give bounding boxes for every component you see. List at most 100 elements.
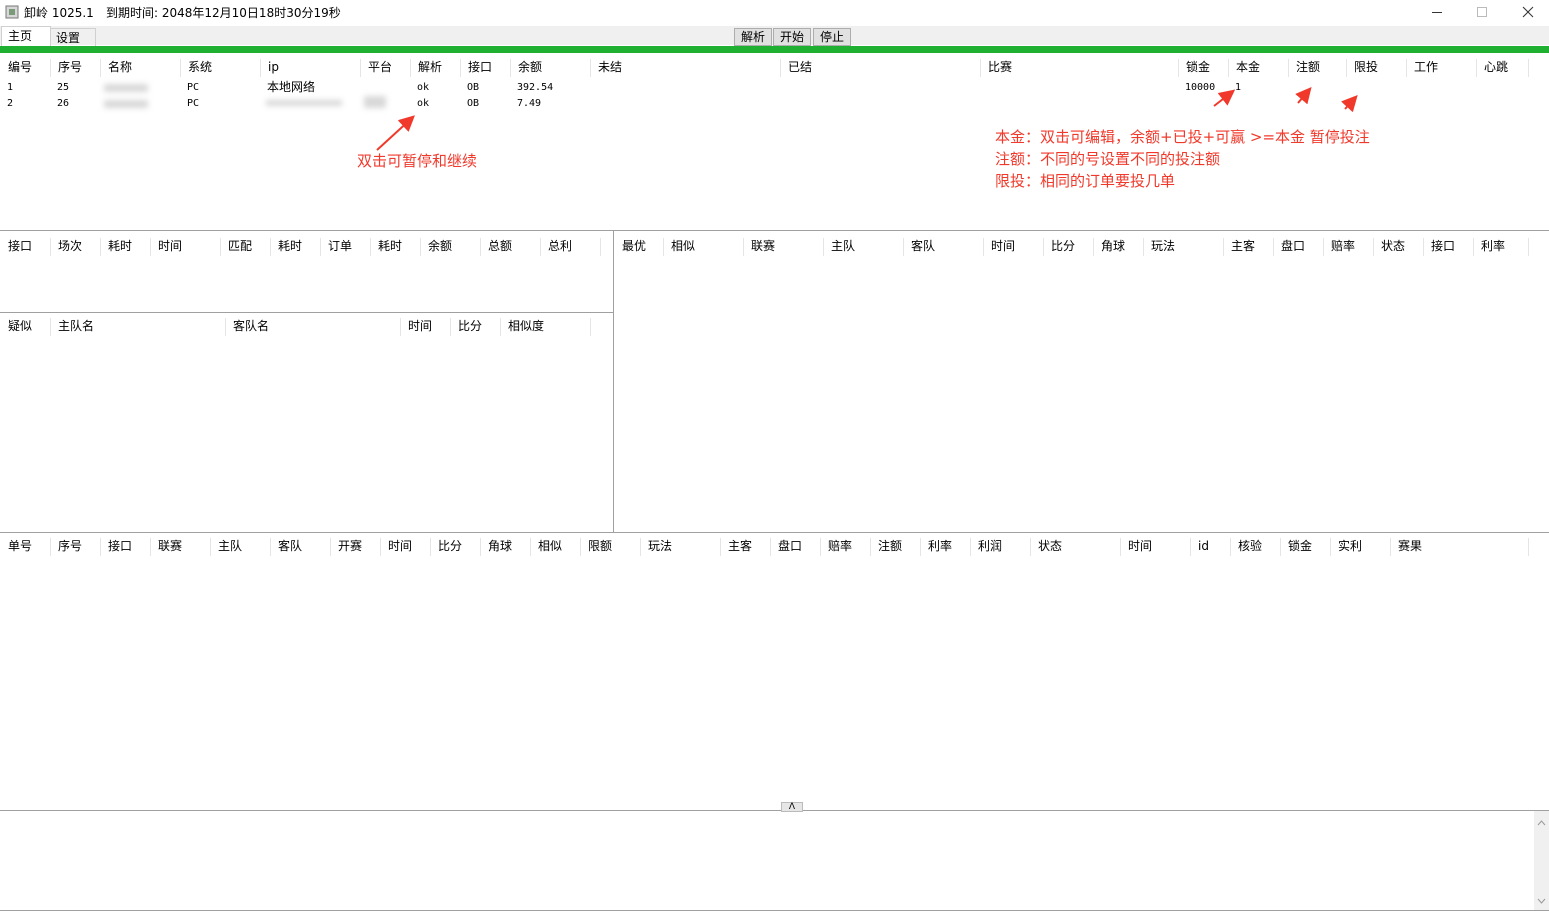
table-cell: 本地网络 — [267, 80, 316, 94]
annotation-arrows — [376, 86, 1358, 151]
column-header: 玩法 — [648, 539, 673, 553]
start-button[interactable]: 开始 — [773, 28, 811, 46]
column-separator — [1528, 59, 1529, 77]
column-separator — [1143, 238, 1144, 256]
column-separator — [210, 538, 211, 556]
column-header: 接口 — [8, 239, 33, 253]
column-separator — [720, 538, 721, 556]
column-header: ip — [268, 60, 279, 74]
column-separator — [590, 59, 591, 77]
column-separator — [400, 318, 401, 336]
column-separator — [920, 538, 921, 556]
column-separator — [1190, 538, 1191, 556]
column-separator — [50, 238, 51, 256]
splitter-handle[interactable]: Λ — [781, 802, 803, 812]
column-header: 接口 — [108, 539, 133, 553]
column-header: 本金 — [1236, 60, 1261, 74]
column-separator — [1423, 238, 1424, 256]
column-separator — [320, 238, 321, 256]
column-separator — [1323, 238, 1324, 256]
column-header: 状态 — [1381, 239, 1406, 253]
column-header: 接口 — [468, 60, 493, 74]
column-separator — [1178, 59, 1179, 77]
column-header: 赔率 — [828, 539, 853, 553]
column-separator — [580, 538, 581, 556]
app-name: 卸岭 1025.1 — [24, 6, 94, 20]
scrollbar[interactable] — [1534, 811, 1549, 910]
parse-button[interactable]: 解析 — [734, 28, 772, 46]
table-cell: 25 — [57, 82, 70, 93]
column-header: 注额 — [878, 539, 903, 553]
column-separator — [743, 238, 744, 256]
column-header: 最优 — [622, 239, 647, 253]
window-controls[interactable] — [1420, 0, 1549, 25]
column-separator — [530, 538, 531, 556]
table-cell: OB — [467, 98, 480, 109]
column-separator — [1528, 538, 1529, 556]
column-separator — [420, 238, 421, 256]
column-separator — [1330, 538, 1331, 556]
panel-border — [0, 312, 613, 313]
column-separator — [220, 238, 221, 256]
column-separator — [1346, 59, 1347, 77]
table-cell: OB — [467, 82, 480, 93]
column-separator — [100, 59, 101, 77]
table-cell: 1 — [7, 82, 14, 93]
column-separator — [770, 538, 771, 556]
redacted — [104, 84, 148, 92]
column-separator — [410, 59, 411, 77]
table-cell: 7.49 — [517, 98, 542, 109]
stop-button[interactable]: 停止 — [813, 28, 851, 46]
column-separator — [1273, 238, 1274, 256]
column-separator — [540, 238, 541, 256]
column-separator — [1476, 59, 1477, 77]
column-header: 匹配 — [228, 239, 253, 253]
column-header: 客队 — [278, 539, 303, 553]
column-header: 平台 — [368, 60, 393, 74]
column-header: 客队名 — [233, 319, 270, 333]
column-header: 客队 — [911, 239, 936, 253]
column-separator — [480, 538, 481, 556]
column-separator — [983, 238, 984, 256]
column-separator — [1406, 59, 1407, 77]
column-header: 时间 — [388, 539, 413, 553]
column-header: 赔率 — [1331, 239, 1356, 253]
expiry-time: 到期时间: 2048年12月10日18时30分19秒 — [106, 6, 341, 20]
column-separator — [370, 238, 371, 256]
column-header: 利率 — [928, 539, 953, 553]
column-header: 利润 — [978, 539, 1003, 553]
column-separator — [150, 238, 151, 256]
column-header: 名称 — [108, 60, 133, 74]
column-header: 比分 — [438, 539, 463, 553]
column-separator — [50, 318, 51, 336]
panel-border — [0, 810, 1549, 811]
column-header: 已结 — [788, 60, 813, 74]
column-header: 时间 — [158, 239, 183, 253]
column-separator — [1030, 538, 1031, 556]
column-separator — [100, 238, 101, 256]
column-header: 编号 — [8, 60, 33, 74]
column-header: 序号 — [58, 539, 83, 553]
redacted — [266, 100, 342, 106]
column-header: 核验 — [1238, 539, 1263, 553]
column-separator — [150, 538, 151, 556]
column-separator — [980, 59, 981, 77]
column-separator — [430, 538, 431, 556]
column-separator — [260, 59, 261, 77]
column-separator — [100, 538, 101, 556]
column-header: 时间 — [1128, 539, 1153, 553]
redacted — [364, 96, 386, 108]
table-cell: ok — [417, 82, 430, 93]
tab-label[interactable]: 主页 — [8, 29, 33, 43]
column-header: 时间 — [991, 239, 1016, 253]
column-separator — [1373, 238, 1374, 256]
column-header: 角球 — [488, 539, 513, 553]
column-header: 主队 — [831, 239, 856, 253]
tab-label[interactable]: 设置 — [56, 31, 81, 45]
table-cell: PC — [187, 82, 200, 93]
column-header: 序号 — [58, 60, 83, 74]
column-header: 开赛 — [338, 539, 363, 553]
column-header: 接口 — [1431, 239, 1456, 253]
panel-divider — [613, 231, 614, 532]
tab[interactable] — [50, 28, 96, 46]
